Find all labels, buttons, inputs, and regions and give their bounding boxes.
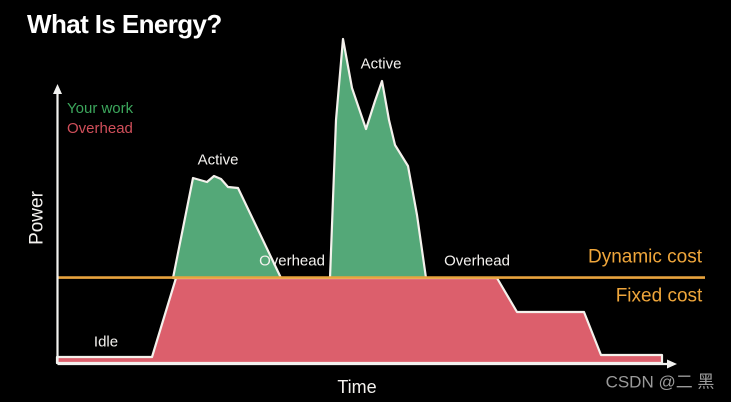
overhead-area-1 xyxy=(55,276,664,365)
legend-overhead: Overhead xyxy=(67,120,133,137)
y-axis-label: Power xyxy=(26,191,48,245)
overhead-label-1: Overhead xyxy=(259,252,325,270)
dynamic-cost-label: Dynamic cost xyxy=(587,246,703,268)
active-label-2: Active xyxy=(360,55,402,73)
work-area-1 xyxy=(171,174,283,280)
watermark: CSDN @二 黑 xyxy=(605,372,715,392)
overhead-label-2: Overhead xyxy=(444,252,510,270)
fixed-cost-label: Fixed cost xyxy=(615,285,703,307)
idle-label: Idle xyxy=(93,333,119,351)
page-title: What Is Energy? xyxy=(27,9,222,39)
x-axis-arrow-icon xyxy=(667,359,677,369)
y-axis-arrow-icon xyxy=(53,84,62,94)
active-label-1: Active xyxy=(197,151,239,169)
x-axis-label: Time xyxy=(337,377,377,397)
work-area-2 xyxy=(328,37,428,280)
legend-your-work: Your work xyxy=(67,100,134,117)
